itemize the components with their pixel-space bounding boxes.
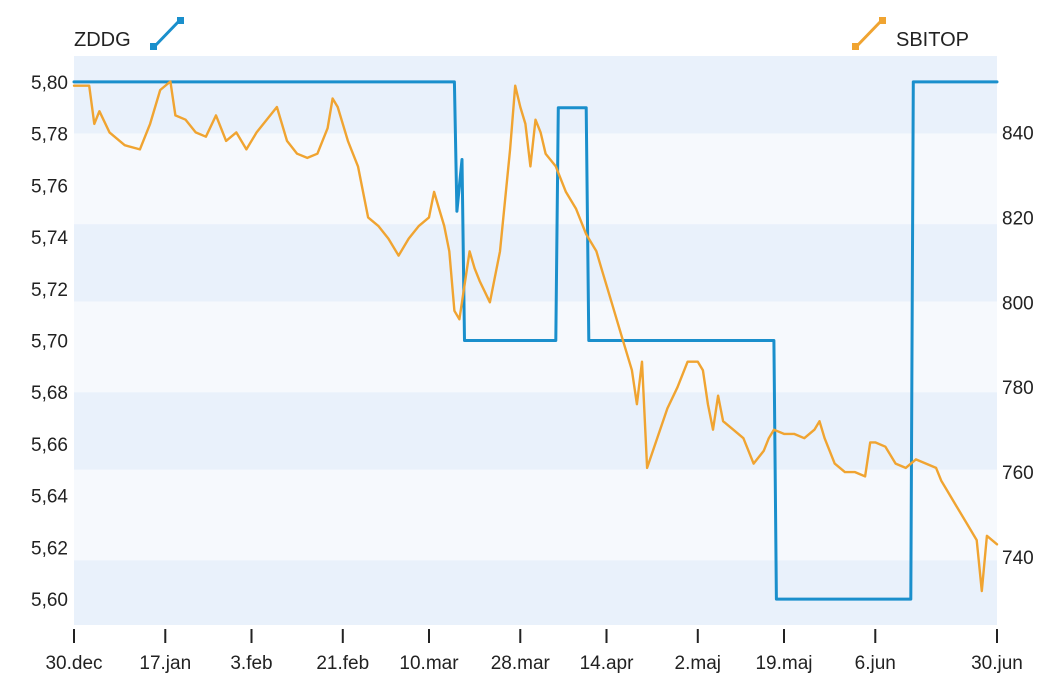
left-y-axis: 5,80 5,78 5,76 5,74 5,72 5,70 5,68 5,66 5,64 5,62…	[31, 73, 68, 611]
y-left-tick-label: 5,78	[31, 125, 68, 146]
series-line-sbitop	[72, 80, 999, 593]
y-left-tick-label: 5,64	[31, 487, 68, 508]
x-tick-label: 17.jan	[139, 653, 191, 674]
line-chart-icon	[150, 17, 184, 50]
series-lines	[72, 80, 999, 601]
legend-zddg-label: ZDDG	[74, 29, 131, 51]
y-right-tick-label: 740	[1002, 548, 1034, 569]
x-tick-label: 21.feb	[316, 653, 369, 674]
y-left-tick-label: 5,66	[31, 435, 68, 456]
y-right-tick-label: 760	[1002, 463, 1034, 484]
x-tick-label: 19.maj	[755, 653, 812, 674]
x-tick-label: 10.mar	[399, 653, 459, 674]
x-tick-label: 30.jun	[971, 653, 1023, 674]
y-left-tick-label: 5,62	[31, 538, 68, 559]
grid-band	[74, 469, 997, 561]
y-left-tick-label: 5,74	[31, 228, 68, 249]
grid-bands	[74, 56, 997, 625]
y-left-tick-label: 5,60	[31, 590, 68, 611]
legend-zddg: ZDDG	[74, 17, 184, 51]
grid-band	[74, 392, 997, 470]
y-right-tick-label: 780	[1002, 378, 1034, 399]
grid-band	[74, 301, 997, 393]
line-chart-icon	[852, 17, 886, 50]
legend-sbitop-label: SBITOP	[896, 29, 969, 51]
y-right-tick-label: 840	[1002, 123, 1034, 144]
series-line-zddg	[72, 80, 999, 601]
y-left-tick-label: 5,70	[31, 332, 68, 353]
y-right-tick-label: 800	[1002, 293, 1034, 314]
grid-band	[74, 133, 997, 225]
y-left-tick-label: 5,76	[31, 176, 68, 197]
x-axis: 30.dec 17.jan 3.feb 21.feb 10.mar 28.mar 14.ap…	[45, 629, 1023, 674]
y-left-tick-label: 5,72	[31, 280, 68, 301]
grid-band	[74, 560, 997, 625]
x-tick-label: 3.feb	[230, 653, 272, 674]
x-tick-label: 14.apr	[580, 653, 635, 674]
x-tick-label: 28.mar	[491, 653, 551, 674]
legend-sbitop: SBITOP	[852, 17, 969, 51]
y-right-tick-label: 820	[1002, 208, 1034, 229]
x-tick-label: 6.jun	[855, 653, 896, 674]
grid-band	[74, 224, 997, 302]
y-left-tick-label: 5,68	[31, 383, 68, 404]
x-tick-label: 2.maj	[675, 653, 721, 674]
y-left-tick-label: 5,80	[31, 73, 68, 94]
x-tick-label: 30.dec	[45, 653, 102, 674]
right-y-axis: 840 820 800 780 760 740	[1002, 123, 1034, 569]
